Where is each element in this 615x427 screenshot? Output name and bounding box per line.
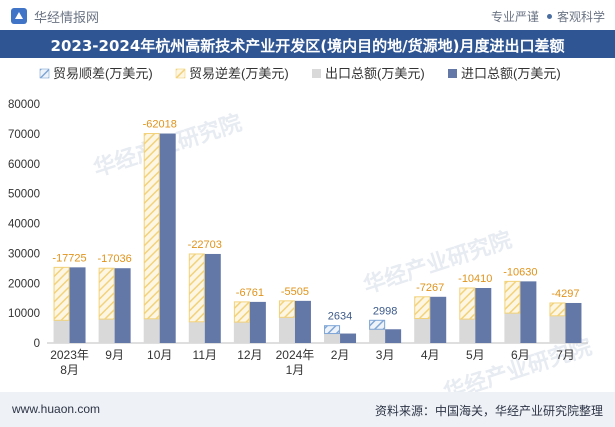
import-bar — [294, 300, 311, 343]
x-tick-label: 2月 — [331, 348, 350, 362]
bullet-icon — [546, 14, 552, 19]
y-tick-label: 20000 — [8, 278, 40, 290]
footer: www.huaon.com 资料来源：中国海关，华经产业研究院整理 — [0, 392, 615, 427]
data-label: -10630 — [503, 266, 537, 278]
export-bar — [459, 319, 476, 343]
x-tick-label: 10月 — [147, 348, 172, 362]
data-label: -17725 — [52, 252, 86, 264]
import-bar — [565, 302, 582, 343]
data-label: -4297 — [551, 288, 579, 300]
deficit-bar — [549, 302, 566, 317]
export-bar — [504, 313, 521, 343]
import-bar — [520, 281, 537, 343]
x-tick-label: 12月 — [237, 348, 262, 362]
data-label: -5505 — [281, 286, 309, 298]
legend-import-swatch — [448, 69, 457, 78]
legend-deficit-swatch — [175, 68, 186, 79]
import-bar — [249, 301, 266, 343]
top-bar: 华经情报网 专业严谨 客观科学 — [0, 0, 615, 30]
import-bar — [475, 288, 492, 343]
y-tick-label: 30000 — [8, 248, 40, 260]
legend-import-label: 进口总额(万美元) — [461, 66, 561, 81]
y-tick-label: 40000 — [8, 219, 40, 231]
export-bar — [278, 317, 295, 343]
x-tick-label: 6月 — [511, 348, 530, 362]
import-bar — [340, 333, 357, 343]
export-bar — [233, 322, 250, 343]
y-tick-label: 60000 — [8, 159, 40, 171]
data-label: -17036 — [97, 253, 131, 265]
export-bar — [143, 318, 160, 343]
footer-url[interactable]: www.huaon.com — [12, 402, 101, 416]
tagline-right: 客观科学 — [556, 10, 605, 24]
legend-deficit-label: 贸易逆差(万美元) — [189, 66, 289, 81]
brand-name: 华经情报网 — [34, 10, 100, 25]
legend-export-label: 出口总额(万美元) — [325, 66, 425, 81]
deficit-bar — [143, 133, 160, 320]
import-bar — [204, 253, 221, 343]
x-tick-label: 7月 — [556, 348, 575, 362]
deficit-bar — [459, 287, 476, 320]
x-tick-label: 2024年 — [276, 348, 315, 362]
export-bar — [98, 319, 115, 343]
legend-surplus-label: 贸易顺差(万美元) — [53, 66, 153, 81]
y-tick-label: 70000 — [8, 129, 40, 141]
export-bar — [188, 321, 205, 343]
deficit-bar — [233, 301, 250, 323]
x-tick-label: 4月 — [421, 348, 440, 362]
data-label: 2634 — [328, 311, 352, 323]
y-tick-label: 10000 — [8, 308, 40, 320]
data-label: 2998 — [373, 305, 397, 317]
y-tick-label: 50000 — [8, 189, 40, 201]
title-bar: 2023-2024年杭州高新技术产业开发区(境内目的地/货源地)月度进出口差额 — [0, 30, 615, 58]
chart: 贸易顺差(万美元) 贸易逆差(万美元) 出口总额(万美元) 进口总额(万美元) 0 100… — [8, 66, 588, 377]
y-tick-label: 80000 — [8, 99, 40, 111]
import-bar — [430, 296, 447, 343]
surplus-bar — [324, 325, 341, 335]
x-tick-label: 11月 — [193, 348, 217, 362]
legend-export-swatch — [312, 69, 321, 78]
import-bar — [114, 268, 131, 343]
surplus-bar — [369, 319, 386, 330]
legend-surplus-swatch — [39, 68, 50, 79]
data-label: -6761 — [236, 287, 264, 299]
huajing-logo-icon — [11, 8, 27, 24]
import-bar — [69, 267, 86, 343]
deficit-bar — [504, 280, 521, 314]
tagline: 专业严谨 客观科学 — [491, 8, 605, 25]
deficit-bar — [98, 267, 115, 320]
x-tick-label: 2023年 — [50, 348, 89, 362]
x-tick-label: 1月 — [286, 363, 305, 377]
data-label: -62018 — [143, 119, 177, 131]
y-tick-label: 0 — [34, 338, 40, 350]
data-label: -10410 — [458, 273, 492, 285]
data-label: -22703 — [188, 239, 222, 251]
tagline-left: 专业严谨 — [490, 10, 539, 24]
chart-title: 2023-2024年杭州高新技术产业开发区(境内目的地/货源地)月度进出口差额 — [50, 37, 565, 55]
import-bar — [385, 329, 402, 343]
x-tick-label: 9月 — [105, 348, 124, 362]
export-bar — [53, 320, 70, 343]
export-bar — [549, 315, 566, 343]
x-tick-label: 8月 — [60, 363, 79, 377]
import-bar — [159, 133, 176, 343]
footer-source: 资料来源：中国海关，华经产业研究院整理 — [374, 404, 603, 418]
data-label: -7267 — [416, 282, 444, 294]
export-bar — [414, 318, 431, 343]
deficit-bar — [53, 266, 70, 321]
x-tick-label: 5月 — [466, 348, 485, 362]
deficit-bar — [414, 296, 431, 320]
deficit-bar — [188, 253, 205, 323]
deficit-bar — [278, 300, 295, 318]
x-tick-label: 3月 — [376, 348, 395, 362]
